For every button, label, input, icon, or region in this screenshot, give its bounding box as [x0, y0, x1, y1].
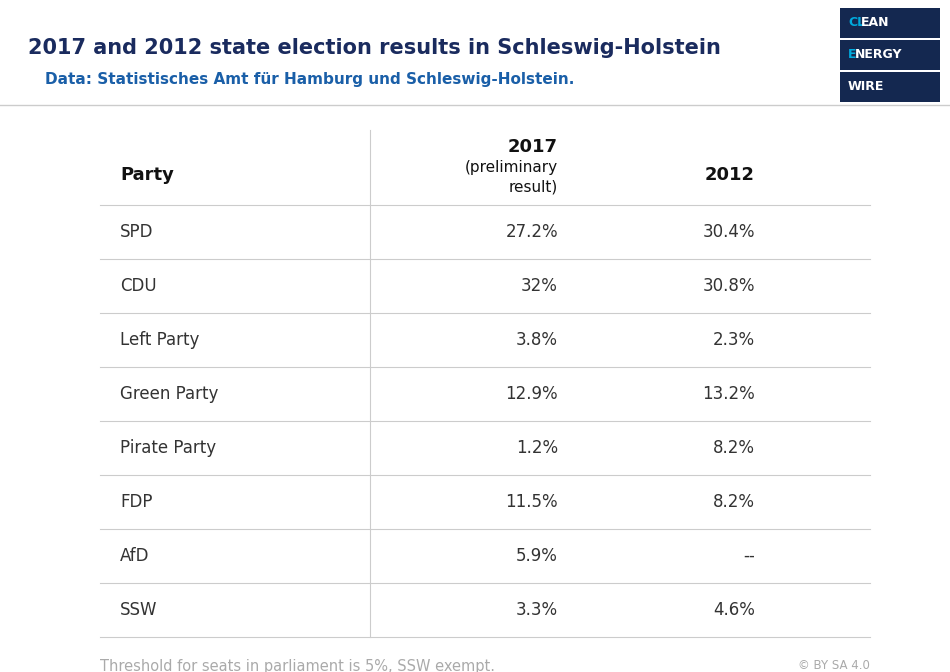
Text: 30.8%: 30.8%	[702, 277, 755, 295]
Text: E: E	[848, 48, 857, 62]
Text: SSW: SSW	[120, 601, 158, 619]
Text: 2012: 2012	[705, 166, 755, 184]
Text: result): result)	[509, 180, 558, 195]
Text: 1.2%: 1.2%	[516, 439, 558, 457]
Text: 27.2%: 27.2%	[505, 223, 558, 241]
Text: Threshold for seats in parliament is 5%, SSW exempt.: Threshold for seats in parliament is 5%,…	[100, 659, 495, 672]
Bar	[840, 8, 940, 38]
Text: WIRE: WIRE	[848, 81, 884, 93]
Text: 12.9%: 12.9%	[505, 385, 558, 403]
Text: CL: CL	[848, 17, 865, 30]
Text: 13.2%: 13.2%	[702, 385, 755, 403]
Text: --: --	[743, 547, 755, 565]
Text: 2017 and 2012 state election results in Schleswig-Holstein: 2017 and 2012 state election results in …	[28, 38, 721, 58]
Text: Data: Statistisches Amt für Hamburg und Schleswig-Holstein.: Data: Statistisches Amt für Hamburg und …	[45, 72, 575, 87]
Text: © BY SA 4.0: © BY SA 4.0	[798, 659, 870, 672]
Text: NERGY: NERGY	[854, 48, 902, 62]
Text: Left Party: Left Party	[120, 331, 200, 349]
Text: Party: Party	[120, 166, 174, 184]
Text: EAN: EAN	[861, 17, 889, 30]
Text: FDP: FDP	[120, 493, 153, 511]
Text: 3.8%: 3.8%	[516, 331, 558, 349]
Text: (preliminary: (preliminary	[465, 160, 558, 175]
Text: Pirate Party: Pirate Party	[120, 439, 217, 457]
Text: 30.4%: 30.4%	[702, 223, 755, 241]
Text: 8.2%: 8.2%	[713, 439, 755, 457]
Text: SPD: SPD	[120, 223, 154, 241]
Bar	[840, 72, 940, 102]
Text: 3.3%: 3.3%	[516, 601, 558, 619]
Text: CDU: CDU	[120, 277, 157, 295]
Text: 4.6%: 4.6%	[713, 601, 755, 619]
Bar	[840, 40, 940, 70]
Text: Green Party: Green Party	[120, 385, 218, 403]
Text: 5.9%: 5.9%	[516, 547, 558, 565]
Text: 2.3%: 2.3%	[712, 331, 755, 349]
Text: 2017: 2017	[508, 138, 558, 156]
Text: 11.5%: 11.5%	[505, 493, 558, 511]
Text: AfD: AfD	[120, 547, 149, 565]
Text: 32%: 32%	[522, 277, 558, 295]
Text: 8.2%: 8.2%	[713, 493, 755, 511]
